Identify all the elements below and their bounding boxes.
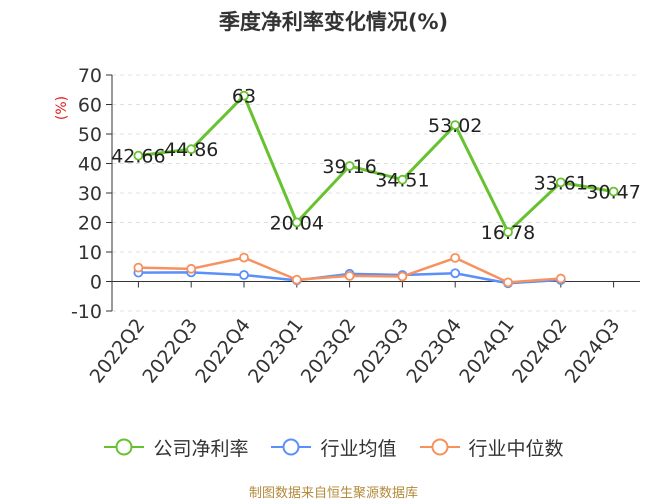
y-tick-label: -10 xyxy=(71,301,102,323)
data-label: 63 xyxy=(232,86,256,108)
legend-marker xyxy=(104,438,145,456)
data-point xyxy=(397,174,408,185)
y-tick-label: 30 xyxy=(78,183,102,205)
x-tick-label: 2024Q1 xyxy=(455,315,519,388)
legend-item: 行业均值 xyxy=(270,434,397,461)
data-point xyxy=(555,273,566,284)
legend-item: 公司净利率 xyxy=(103,434,248,461)
y-axis-label: (%) xyxy=(54,96,70,120)
data-label: 34.51 xyxy=(375,170,429,192)
data-point xyxy=(291,274,302,285)
legend-marker xyxy=(419,438,460,456)
data-point xyxy=(503,227,513,237)
y-tick-label: 60 xyxy=(78,95,102,117)
data-point xyxy=(133,150,144,161)
data-point xyxy=(186,144,197,155)
y-tick-label: 20 xyxy=(78,213,102,235)
data-label: 39.16 xyxy=(322,156,376,178)
data-label: 20.04 xyxy=(270,212,324,234)
data-point xyxy=(397,271,408,282)
legend-label: 行业均值 xyxy=(320,437,397,460)
x-tick-label: 2023Q4 xyxy=(402,315,466,388)
x-tick-label: 2024Q2 xyxy=(508,315,572,388)
data-point xyxy=(344,161,355,171)
data-point xyxy=(555,177,566,188)
legend-item: 行业中位数 xyxy=(419,434,564,461)
chart-title: 季度净利率变化情况(%) xyxy=(218,10,449,34)
data-label: 16.78 xyxy=(481,222,535,244)
data-point xyxy=(450,268,461,279)
data-label: 30.47 xyxy=(586,182,640,204)
data-label: 44.86 xyxy=(164,139,218,161)
data-point xyxy=(344,270,355,281)
data-point xyxy=(450,252,461,263)
x-tick-label: 2023Q1 xyxy=(244,315,308,388)
legend-label: 公司净利率 xyxy=(153,437,249,460)
data-point xyxy=(291,217,302,228)
data-point xyxy=(133,262,144,273)
x-tick-label: 2023Q3 xyxy=(350,315,414,388)
data-point xyxy=(608,186,619,197)
y-tick-label: 0 xyxy=(90,272,102,294)
y-tick-label: 50 xyxy=(78,124,102,146)
y-tick-label: 70 xyxy=(78,65,102,87)
y-tick-label: 40 xyxy=(78,154,102,176)
source-note: 制图数据来自恒生聚源数据库 xyxy=(248,486,418,501)
y-tick-label: 10 xyxy=(78,242,102,264)
x-tick-label: 2022Q4 xyxy=(191,315,255,388)
data-point xyxy=(186,263,197,274)
x-tick-label: 2024Q3 xyxy=(561,315,625,388)
data-label: 33.61 xyxy=(534,172,588,194)
data-point xyxy=(450,120,461,130)
chart-legend: 公司净利率 行业均值 行业中位数 xyxy=(0,430,667,464)
data-label: 53.02 xyxy=(428,115,482,137)
data-point xyxy=(503,277,513,288)
data-point xyxy=(239,270,249,280)
data-label: 42.66 xyxy=(111,146,165,168)
data-point xyxy=(239,252,249,263)
legend-label: 行业中位数 xyxy=(468,437,564,460)
legend-marker xyxy=(271,438,312,456)
data-point xyxy=(239,90,249,101)
series-line xyxy=(138,94,614,234)
x-tick-label: 2022Q2 xyxy=(86,315,150,388)
x-tick-label: 2022Q3 xyxy=(138,315,202,388)
x-tick-label: 2023Q2 xyxy=(297,315,361,388)
